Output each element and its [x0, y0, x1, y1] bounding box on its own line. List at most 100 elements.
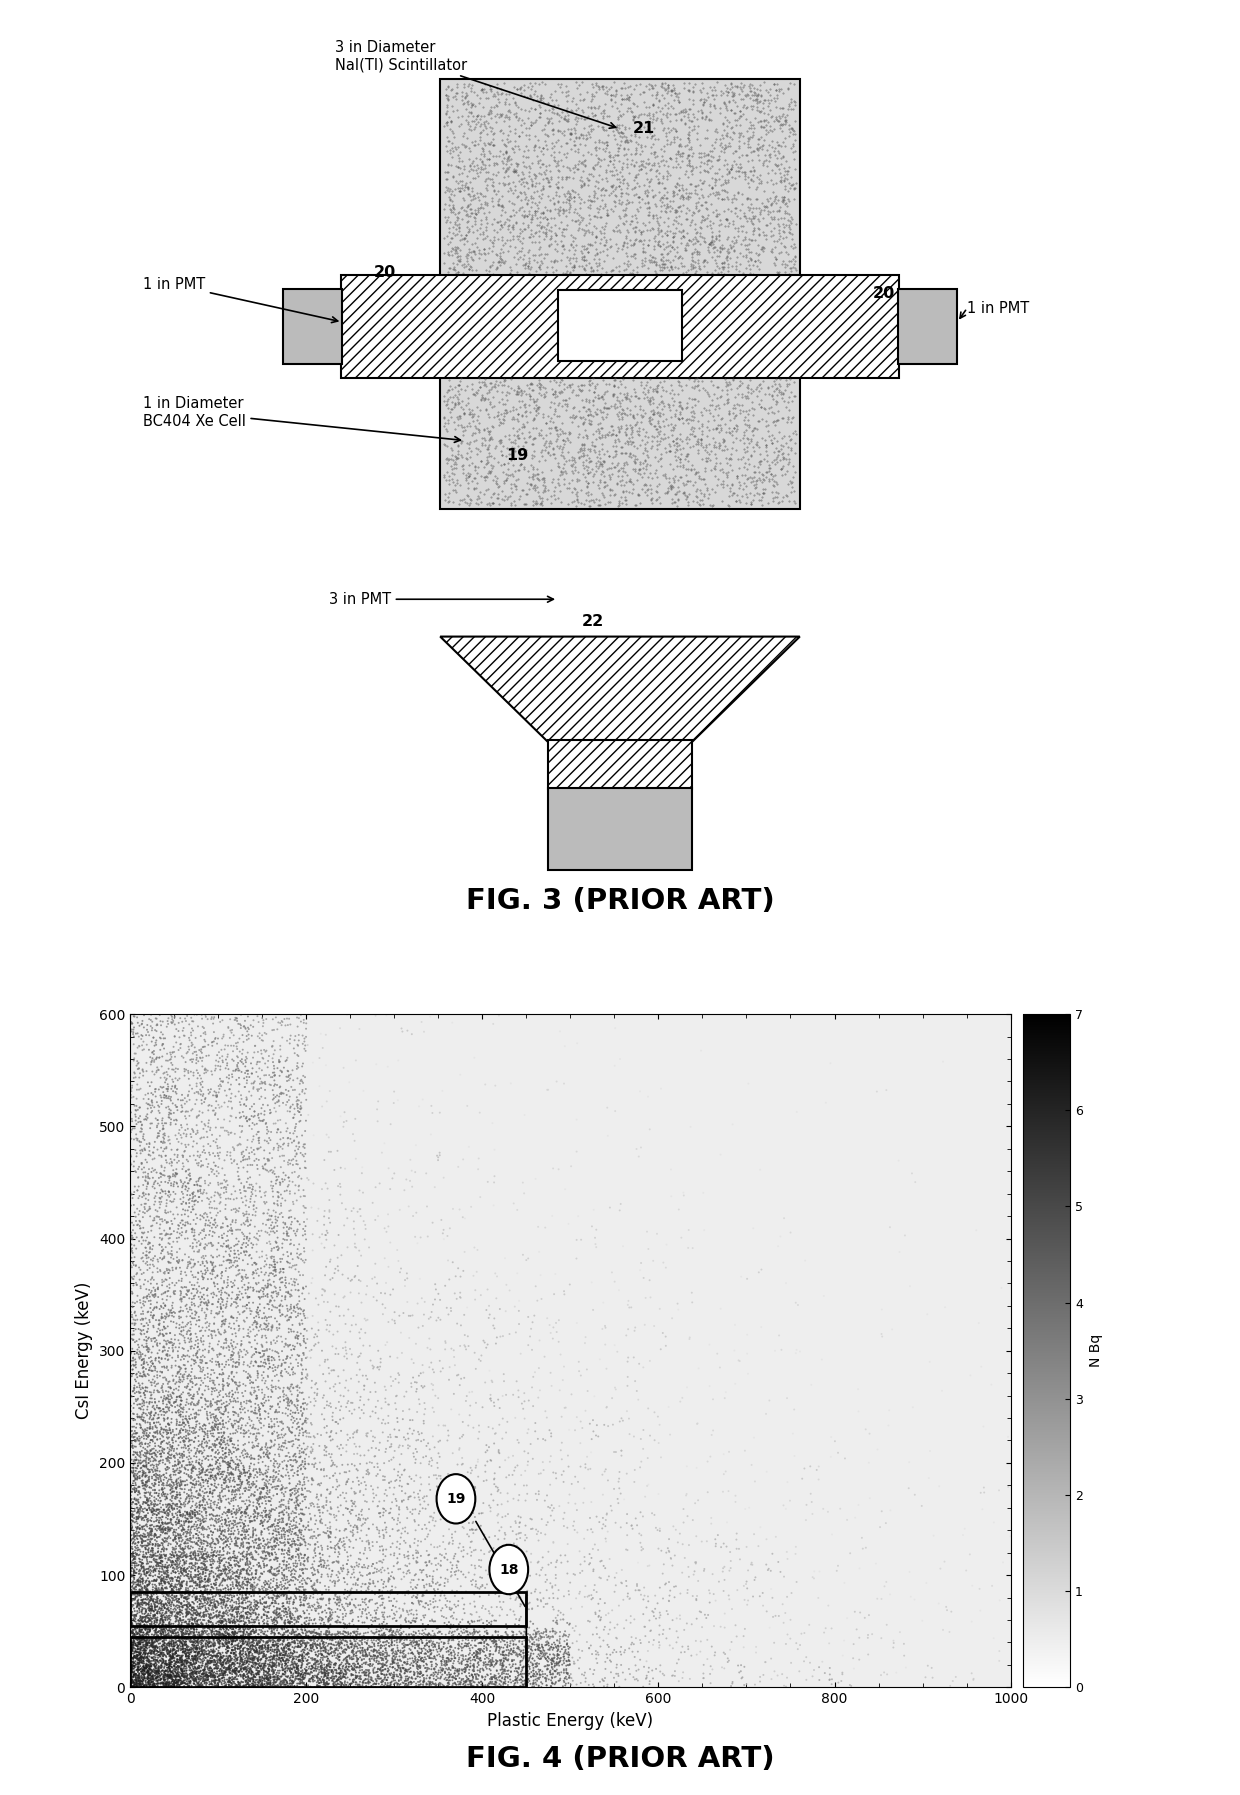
Point: [207, 1619, 227, 1648]
Point: [290, 1183, 310, 1212]
Point: [322, 1447, 342, 1475]
Point: [136, 1659, 156, 1687]
Point: [169, 1635, 188, 1664]
Point: [311, 1020, 331, 1048]
Point: [564, 1617, 584, 1646]
Point: [277, 1653, 296, 1682]
Point: [126, 1540, 146, 1569]
Point: [134, 1664, 154, 1693]
Point: [197, 1291, 217, 1319]
Point: [138, 1414, 157, 1443]
Point: [264, 1619, 284, 1648]
Point: [336, 1493, 356, 1522]
Point: [244, 1646, 264, 1675]
Point: [765, 1337, 785, 1366]
Point: [139, 1669, 159, 1698]
Point: [197, 1400, 217, 1429]
Point: [219, 1515, 239, 1544]
Point: [123, 1020, 143, 1048]
Point: [260, 1285, 280, 1314]
Point: [397, 1553, 417, 1581]
Point: [216, 1626, 236, 1655]
Point: [606, 1558, 626, 1587]
Point: [130, 1454, 150, 1483]
Point: [635, 1612, 655, 1641]
Point: [141, 1637, 161, 1666]
Point: [176, 1529, 196, 1558]
Point: [207, 1650, 227, 1678]
Point: [280, 1475, 300, 1504]
Point: [205, 1309, 224, 1337]
Point: [226, 1659, 246, 1687]
Point: [131, 1492, 151, 1520]
Point: [738, 1587, 758, 1616]
Point: [221, 1642, 241, 1671]
Point: [143, 1524, 162, 1553]
Point: [176, 1612, 196, 1641]
Point: [157, 1660, 177, 1689]
Point: [179, 1064, 198, 1093]
Point: [139, 1660, 159, 1689]
Point: [320, 1589, 340, 1617]
Point: [228, 1283, 248, 1312]
Point: [703, 1386, 723, 1414]
Point: [159, 1612, 179, 1641]
Point: [129, 1624, 149, 1653]
Point: [164, 1619, 184, 1648]
Point: [249, 1490, 269, 1519]
Point: [222, 1273, 242, 1301]
Point: [172, 1657, 192, 1686]
Point: [295, 1407, 315, 1436]
Point: [311, 1420, 331, 1449]
Point: [247, 1348, 267, 1377]
Point: [371, 1590, 391, 1619]
Point: [274, 1607, 294, 1635]
Point: [182, 1368, 202, 1397]
Point: [330, 1617, 350, 1646]
Point: [221, 1438, 241, 1467]
Point: [466, 1641, 486, 1669]
Point: [231, 1671, 250, 1700]
Point: [475, 1540, 495, 1569]
Point: [228, 1617, 248, 1646]
Point: [136, 1461, 156, 1490]
Point: [549, 1644, 569, 1673]
Point: [353, 1621, 373, 1650]
Point: [319, 1353, 339, 1382]
Point: [141, 1357, 161, 1386]
Point: [290, 1300, 310, 1328]
Point: [200, 1626, 219, 1655]
Point: [146, 1648, 166, 1677]
Point: [196, 1567, 216, 1596]
Point: [184, 1657, 203, 1686]
Point: [549, 1651, 569, 1680]
Point: [143, 1303, 162, 1332]
Point: [516, 1635, 536, 1664]
Point: [327, 1666, 347, 1694]
Point: [207, 1341, 227, 1370]
Point: [248, 1589, 268, 1617]
Point: [155, 1651, 175, 1680]
Point: [309, 1194, 329, 1222]
Point: [429, 1571, 449, 1599]
Point: [444, 1343, 464, 1371]
Point: [139, 1650, 159, 1678]
Point: [156, 1630, 176, 1659]
Point: [244, 1339, 264, 1368]
Point: [197, 1289, 217, 1318]
Point: [308, 1664, 327, 1693]
Point: [229, 1563, 249, 1592]
Point: [165, 1587, 185, 1616]
Point: [232, 1219, 252, 1248]
Point: [800, 1610, 820, 1639]
Point: [342, 1637, 362, 1666]
Point: [210, 1395, 229, 1423]
Point: [198, 1097, 218, 1125]
Point: [224, 1405, 244, 1434]
Point: [149, 1659, 169, 1687]
Point: [288, 1596, 308, 1624]
Point: [363, 1635, 383, 1664]
Point: [275, 1608, 295, 1637]
Point: [304, 1657, 324, 1686]
Point: [141, 1517, 161, 1545]
